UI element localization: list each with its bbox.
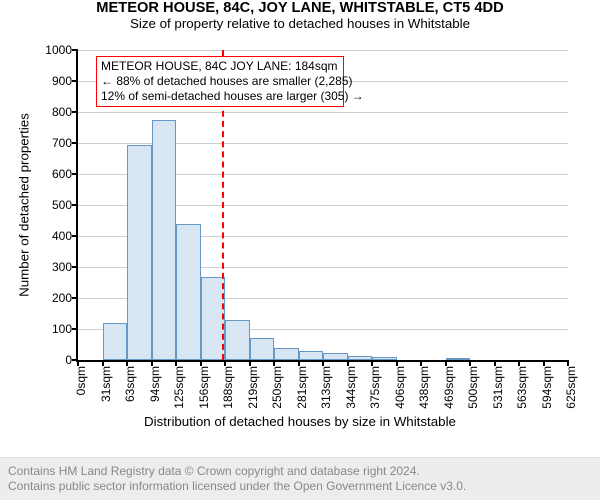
histogram-bar	[372, 357, 397, 360]
annotation-line: ← 88% of detached houses are smaller (2,…	[101, 74, 339, 89]
gridline	[78, 50, 568, 51]
annotation-line: METEOR HOUSE, 84C JOY LANE: 184sqm	[101, 59, 339, 74]
y-tick-label: 600	[52, 167, 78, 181]
x-tick-label: 563sqm	[515, 366, 529, 409]
x-tick-label: 63sqm	[123, 366, 137, 402]
footer-line-1: Contains HM Land Registry data © Crown c…	[8, 464, 592, 479]
y-tick-label: 200	[52, 291, 78, 305]
x-tick-label: 438sqm	[417, 366, 431, 409]
y-tick-label: 400	[52, 229, 78, 243]
annotation-box: METEOR HOUSE, 84C JOY LANE: 184sqm← 88% …	[96, 56, 344, 107]
histogram-bar	[103, 323, 128, 360]
x-tick-label: 250sqm	[270, 366, 284, 409]
x-tick-label: 313sqm	[319, 366, 333, 409]
x-tick-label: 31sqm	[99, 366, 113, 402]
histogram-bar	[348, 356, 373, 360]
histogram-bar	[127, 145, 152, 360]
gridline	[78, 112, 568, 113]
x-tick-label: 281sqm	[295, 366, 309, 409]
x-tick-label: 94sqm	[148, 366, 162, 402]
x-tick-label: 594sqm	[540, 366, 554, 409]
y-tick-label: 100	[52, 322, 78, 336]
x-tick-label: 0sqm	[74, 366, 88, 395]
x-tick-label: 406sqm	[393, 366, 407, 409]
plot-area: 010020030040050060070080090010000sqm31sq…	[76, 50, 568, 362]
x-axis-label: Distribution of detached houses by size …	[144, 414, 456, 429]
histogram-bar	[176, 224, 201, 360]
histogram-bar	[152, 120, 177, 360]
histogram-bar	[250, 338, 275, 360]
histogram-bar	[299, 351, 324, 360]
histogram-bar	[446, 358, 471, 360]
x-tick-label: 625sqm	[564, 366, 578, 409]
y-tick-label: 900	[52, 74, 78, 88]
y-tick-label: 800	[52, 105, 78, 119]
histogram-bar	[274, 348, 299, 360]
x-tick-label: 375sqm	[368, 366, 382, 409]
x-tick-label: 469sqm	[442, 366, 456, 409]
y-tick-label: 1000	[45, 43, 78, 57]
y-tick-label: 300	[52, 260, 78, 274]
y-tick-label: 700	[52, 136, 78, 150]
x-tick-label: 500sqm	[466, 366, 480, 409]
x-tick-label: 344sqm	[344, 366, 358, 409]
footer-line-2: Contains public sector information licen…	[8, 479, 592, 494]
chart-container: Number of detached properties 0100200300…	[0, 0, 600, 460]
x-tick-label: 188sqm	[221, 366, 235, 409]
y-axis-label: Number of detached properties	[17, 113, 32, 297]
x-tick-label: 156sqm	[197, 366, 211, 409]
annotation-line: 12% of semi-detached houses are larger (…	[101, 89, 339, 104]
x-tick-label: 531sqm	[491, 366, 505, 409]
x-tick-label: 219sqm	[246, 366, 260, 409]
attribution-footer: Contains HM Land Registry data © Crown c…	[0, 457, 600, 500]
y-tick-label: 500	[52, 198, 78, 212]
x-tick-label: 125sqm	[172, 366, 186, 409]
histogram-bar	[323, 353, 348, 360]
histogram-bar	[225, 320, 250, 360]
